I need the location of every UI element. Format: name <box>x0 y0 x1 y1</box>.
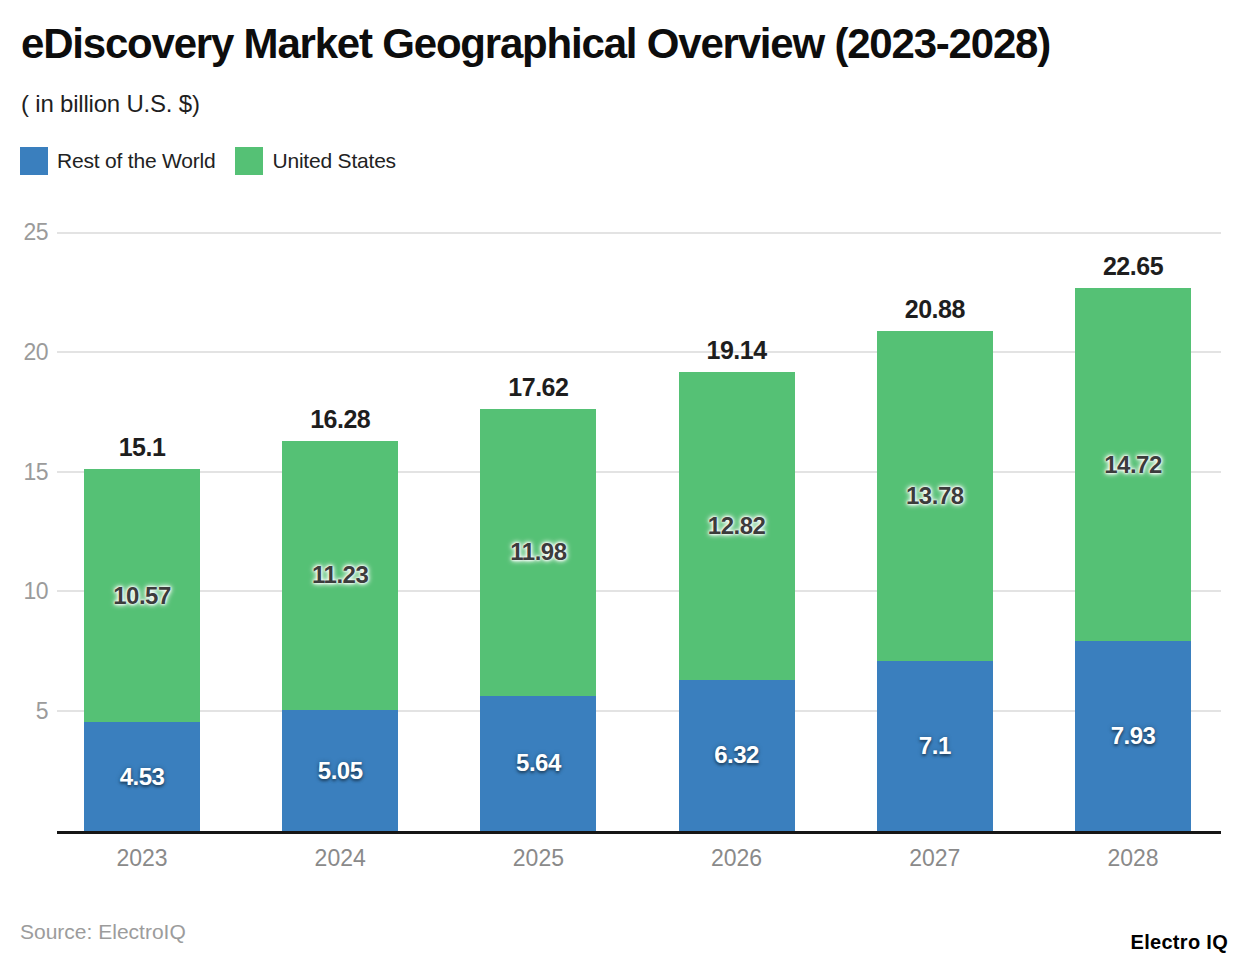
bar-segment-united-states: 14.72 <box>1075 288 1191 641</box>
bar-segment-united-states: 11.98 <box>480 409 596 696</box>
bar-segment-united-states: 10.57 <box>84 469 200 722</box>
total-value-label: 22.65 <box>1063 252 1203 281</box>
bar-segment-rest-of-world: 5.05 <box>282 710 398 831</box>
legend: Rest of the World United States <box>20 147 396 175</box>
x-tick-label: 2026 <box>667 845 807 872</box>
x-tick-label: 2027 <box>865 845 1005 872</box>
bar-segment-rest-of-world: 5.64 <box>480 696 596 831</box>
plot-area: 10.57 4.53 15.1 11.23 5.05 16.28 11.98 5.64 17.6… <box>57 232 1221 831</box>
segment-value-label: 5.05 <box>318 757 363 785</box>
bar-group-2024: 11.23 5.05 <box>282 441 398 831</box>
y-tick-label: 5 <box>0 698 48 725</box>
gridline <box>57 590 1221 592</box>
segment-value-label: 6.32 <box>714 741 759 769</box>
legend-swatch-united-states-icon <box>235 147 263 175</box>
total-value-label: 16.28 <box>270 405 410 434</box>
x-tick-label: 2025 <box>468 845 608 872</box>
bar-segment-rest-of-world: 7.1 <box>877 661 993 831</box>
y-tick-label: 20 <box>0 339 48 366</box>
segment-value-label: 13.78 <box>906 482 964 510</box>
y-axis: 510152025 <box>0 232 48 831</box>
bar-group-2023: 10.57 4.53 <box>84 469 200 831</box>
legend-label-united-states: United States <box>272 149 395 173</box>
total-value-label: 15.1 <box>72 433 212 462</box>
legend-swatch-rest-of-world-icon <box>20 147 48 175</box>
brand-logo: Electro IQ <box>1131 931 1228 954</box>
segment-value-label: 11.23 <box>312 561 368 589</box>
bar-segment-rest-of-world: 4.53 <box>84 722 200 831</box>
bar-group-2026: 12.82 6.32 <box>679 372 795 831</box>
segment-value-label: 4.53 <box>120 763 165 791</box>
gridline <box>57 351 1221 353</box>
chart-subtitle: ( in billion U.S. $) <box>21 90 200 118</box>
y-tick-label: 10 <box>0 578 48 605</box>
x-tick-label: 2028 <box>1063 845 1203 872</box>
segment-value-label: 14.72 <box>1104 451 1162 479</box>
bar-group-2025: 11.98 5.64 <box>480 409 596 831</box>
bar-segment-united-states: 11.23 <box>282 441 398 710</box>
x-tick-label: 2023 <box>72 845 212 872</box>
segment-value-label: 12.82 <box>708 512 766 540</box>
bar-segment-united-states: 12.82 <box>679 372 795 679</box>
y-tick-label: 25 <box>0 219 48 246</box>
bar-segment-rest-of-world: 6.32 <box>679 680 795 831</box>
bar-segment-united-states: 13.78 <box>877 331 993 661</box>
total-value-label: 19.14 <box>667 336 807 365</box>
gridline <box>57 471 1221 473</box>
bar-group-2027: 13.78 7.1 <box>877 331 993 831</box>
total-value-label: 17.62 <box>468 373 608 402</box>
gridline <box>57 710 1221 712</box>
bar-group-2028: 14.72 7.93 <box>1075 288 1191 831</box>
legend-label-rest-of-world: Rest of the World <box>57 149 215 173</box>
legend-item-united-states: United States <box>235 147 395 175</box>
x-tick-label: 2024 <box>270 845 410 872</box>
x-axis-line <box>57 831 1221 834</box>
y-tick-label: 15 <box>0 459 48 486</box>
segment-value-label: 10.57 <box>113 582 171 610</box>
segment-value-label: 7.93 <box>1111 722 1156 750</box>
source-note: Source: ElectroIQ <box>20 920 186 944</box>
segment-value-label: 7.1 <box>919 732 951 760</box>
bar-segment-rest-of-world: 7.93 <box>1075 641 1191 831</box>
legend-item-rest-of-world: Rest of the World <box>20 147 215 175</box>
segment-value-label: 11.98 <box>510 538 566 566</box>
chart-title: eDiscovery Market Geographical Overview … <box>21 20 1050 68</box>
segment-value-label: 5.64 <box>516 749 561 777</box>
gridline <box>57 232 1221 234</box>
total-value-label: 20.88 <box>865 295 1005 324</box>
x-axis: 2023 2024 2025 2026 2027 2028 <box>57 845 1221 875</box>
